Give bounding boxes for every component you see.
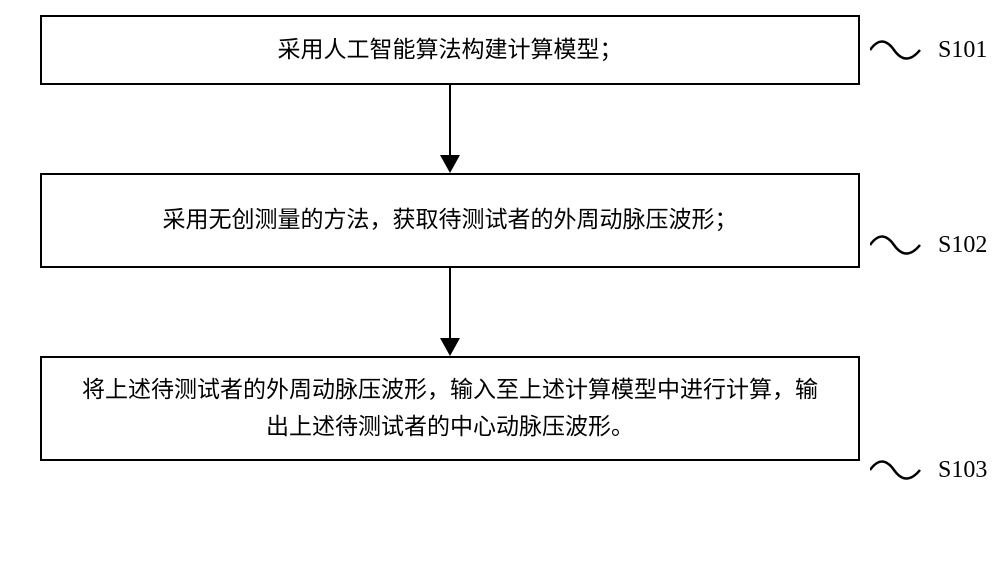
label-s103: S103 bbox=[870, 455, 987, 485]
wave-icon bbox=[870, 35, 930, 65]
arrow-head bbox=[440, 338, 460, 356]
step-box-s103: 将上述待测试者的外周动脉压波形，输入至上述计算模型中进行计算，输出上述待测试者的… bbox=[40, 356, 860, 461]
label-text: S101 bbox=[938, 37, 987, 64]
arrow-s101-s102 bbox=[40, 85, 860, 173]
wave-icon bbox=[870, 230, 930, 260]
step-text: 采用人工智能算法构建计算模型； bbox=[278, 32, 623, 69]
step-box-s101: 采用人工智能算法构建计算模型； bbox=[40, 15, 860, 85]
step-text: 将上述待测试者的外周动脉压波形，输入至上述计算模型中进行计算，输出上述待测试者的… bbox=[72, 372, 828, 446]
label-text: S103 bbox=[938, 457, 987, 484]
flowchart-container: 采用人工智能算法构建计算模型； 采用无创测量的方法，获取待测试者的外周动脉压波形… bbox=[40, 15, 860, 461]
step-box-s102: 采用无创测量的方法，获取待测试者的外周动脉压波形； bbox=[40, 173, 860, 268]
label-s101: S101 bbox=[870, 35, 987, 65]
label-text: S102 bbox=[938, 232, 987, 259]
arrow-line bbox=[449, 85, 451, 157]
arrow-s102-s103 bbox=[40, 268, 860, 356]
wave-icon bbox=[870, 455, 930, 485]
arrow-line bbox=[449, 268, 451, 340]
step-text: 采用无创测量的方法，获取待测试者的外周动脉压波形； bbox=[163, 202, 738, 239]
arrow-head bbox=[440, 155, 460, 173]
label-s102: S102 bbox=[870, 230, 987, 260]
